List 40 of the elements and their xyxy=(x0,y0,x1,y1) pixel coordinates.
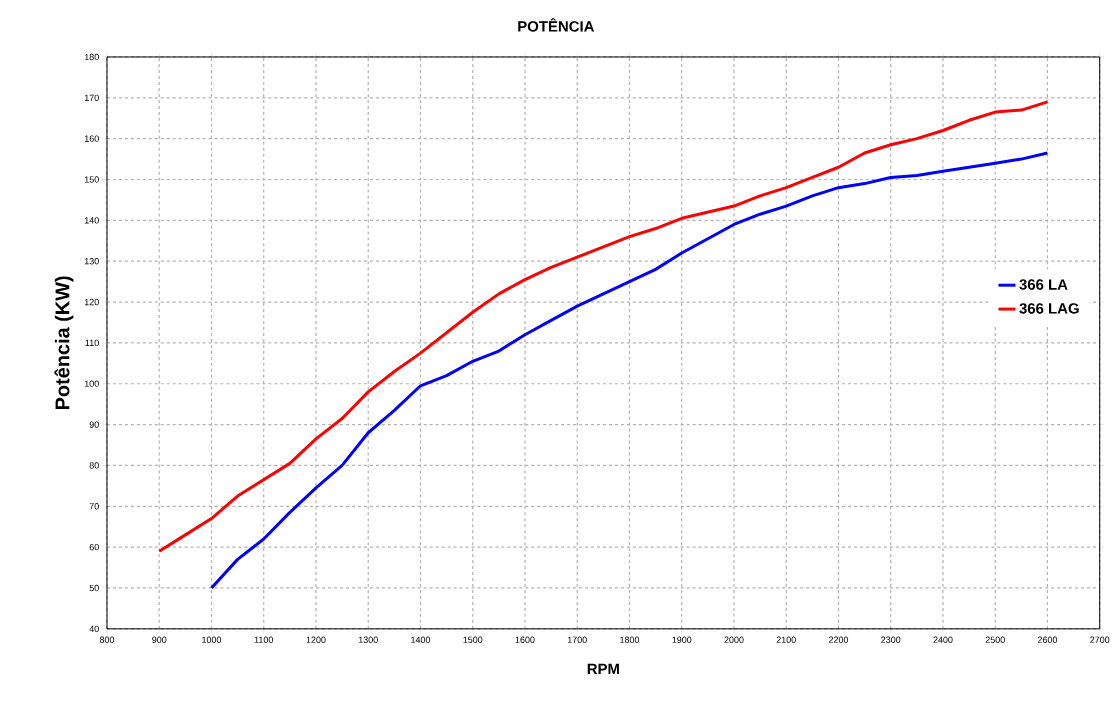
y-tick-label: 60 xyxy=(89,544,99,551)
x-tick-label: 2200 xyxy=(828,636,849,644)
y-tick-label: 150 xyxy=(84,176,99,183)
legend-label: 366 LA xyxy=(1019,279,1068,290)
x-tick-label: 1800 xyxy=(620,636,640,644)
x-tick-label: 1000 xyxy=(202,636,222,644)
x-tick-label: 2400 xyxy=(933,636,953,644)
legend-label: 366 LAG xyxy=(1019,303,1079,314)
x-tick-label: 2500 xyxy=(985,636,1005,644)
y-tick-label: 50 xyxy=(89,584,99,592)
x-tick-label: 1500 xyxy=(463,636,483,644)
y-tick-label: 130 xyxy=(84,258,99,265)
x-tick-label: 2000 xyxy=(724,636,744,644)
x-tick-label: 1900 xyxy=(672,636,692,644)
y-axis-title: Potência (KW) xyxy=(54,276,74,410)
chart-title: POTÊNCIA xyxy=(518,18,595,32)
y-tick-label: 70 xyxy=(89,503,99,510)
x-tick-label: 1300 xyxy=(358,636,378,644)
y-tick-label: 140 xyxy=(84,217,99,224)
y-tick-label: 180 xyxy=(84,53,99,61)
x-tick-label: 900 xyxy=(152,636,167,644)
x-tick-label: 2300 xyxy=(881,636,901,644)
y-tick-label: 110 xyxy=(85,339,99,347)
x-tick-label: 800 xyxy=(99,636,115,644)
y-tick-label: 40 xyxy=(89,625,99,633)
y-tick-label: 80 xyxy=(89,462,99,469)
y-tick-label: 100 xyxy=(84,380,99,388)
x-tick-label: 2600 xyxy=(1037,636,1058,644)
x-tick-label: 1100 xyxy=(254,636,274,644)
x-tick-label: 1400 xyxy=(411,636,431,644)
y-tick-label: 170 xyxy=(84,94,99,102)
x-tick-label: 2100 xyxy=(776,636,796,644)
x-tick-label: 1600 xyxy=(515,636,535,644)
y-tick-label: 160 xyxy=(84,135,99,142)
x-tick-label: 1700 xyxy=(567,636,587,644)
y-tick-label: 90 xyxy=(89,421,99,428)
x-axis-title: RPM xyxy=(587,663,619,675)
y-tick-label: 120 xyxy=(84,298,99,306)
x-tick-label: 2700 xyxy=(1090,636,1110,644)
x-tick-label: 1200 xyxy=(306,636,326,644)
